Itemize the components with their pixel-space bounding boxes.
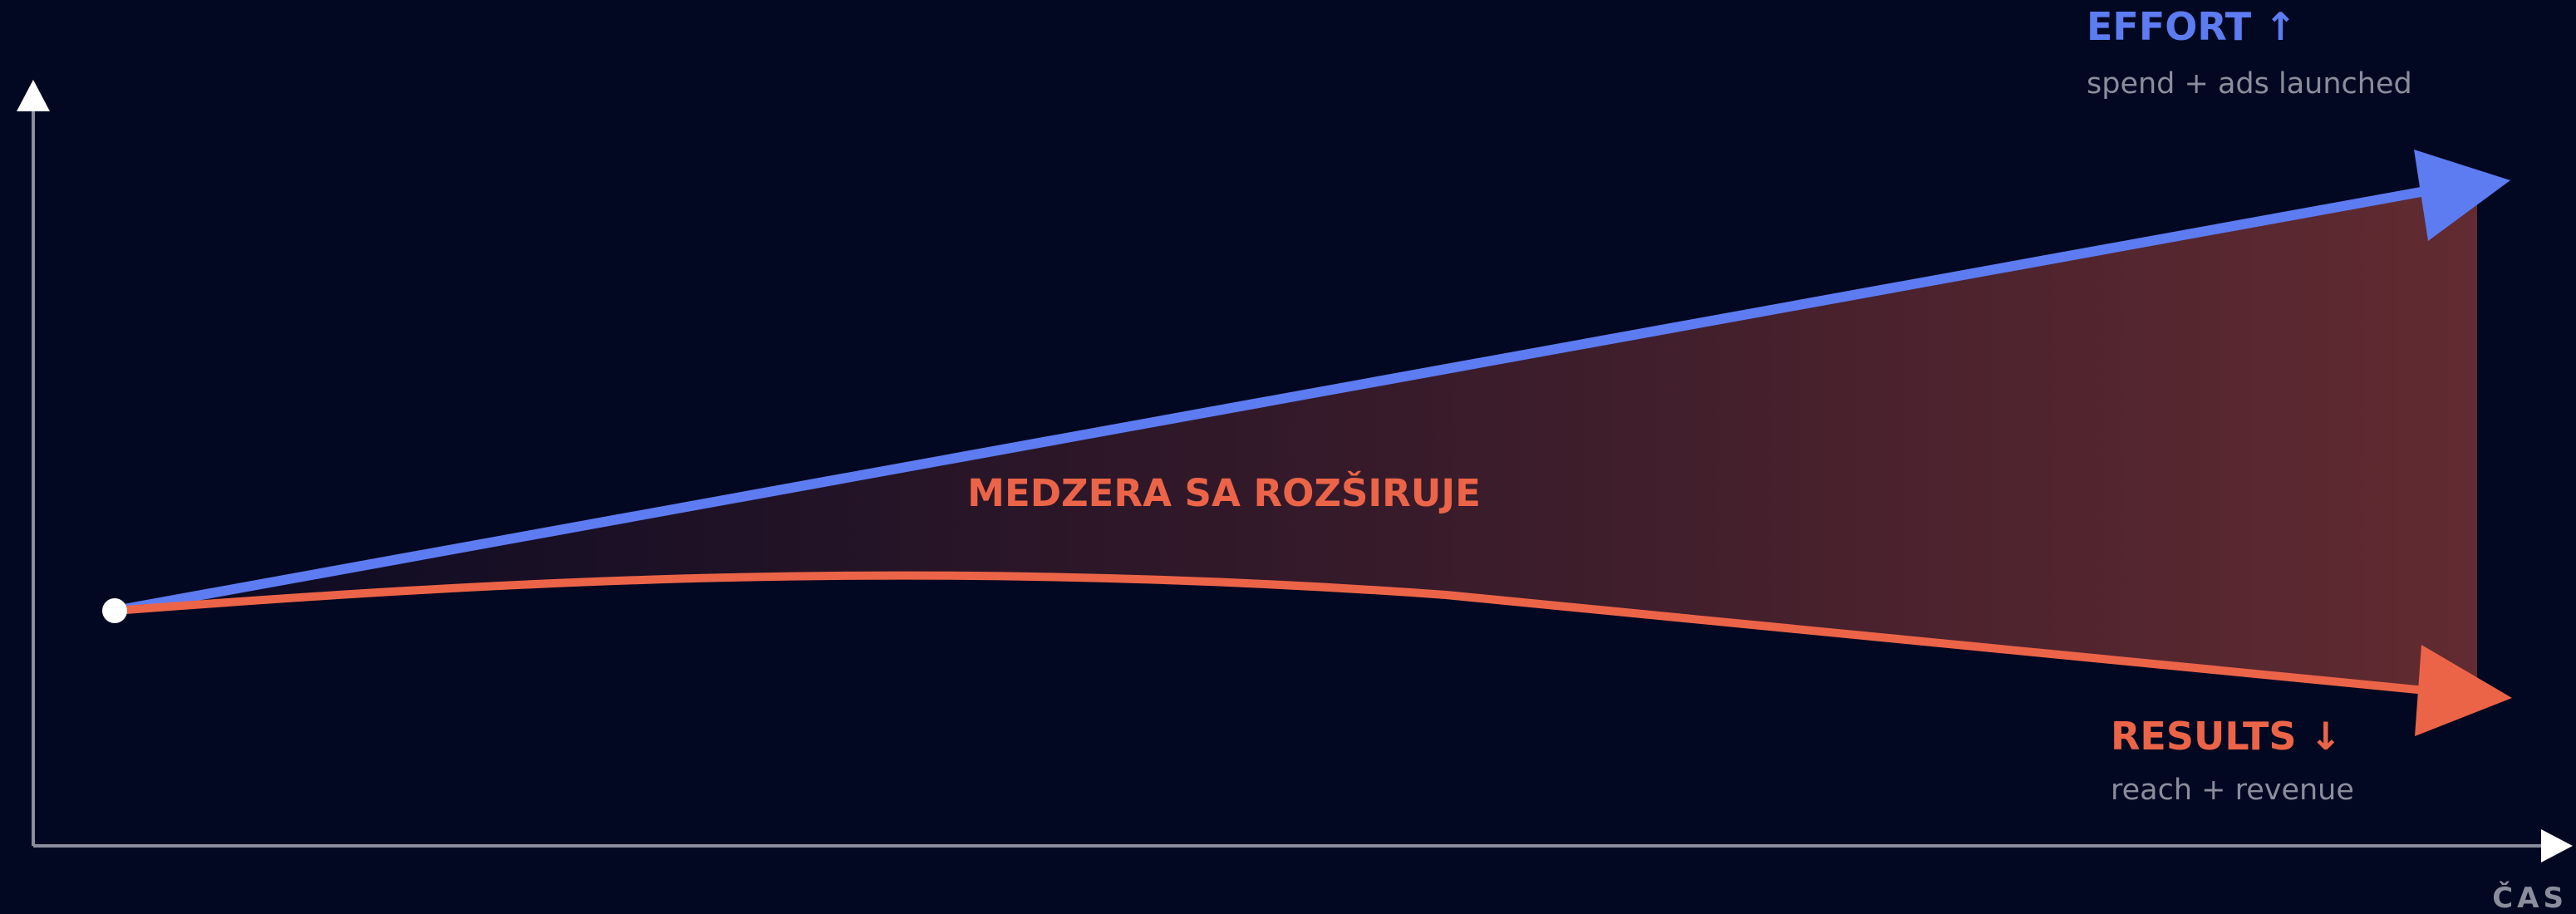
effort-description: spend + ads launched [2087,67,2412,101]
results-label: RESULTS ↓ [2111,714,2342,759]
gap-label: MEDZERA SA ROZŠIRUJE [967,471,1481,515]
results-line [111,571,2439,695]
effort-line [110,184,2440,616]
results-arrow [2415,645,2512,736]
x-axis-arrow [2541,829,2573,862]
gap-area [115,182,2477,695]
y-axis-arrow [17,80,50,111]
effort-label: EFFORT ↑ [2087,4,2297,49]
start-point [102,598,127,623]
results-description: reach + revenue [2111,774,2354,807]
x-axis-label: ČAS [2492,881,2568,914]
effort-arrow [2414,150,2510,241]
